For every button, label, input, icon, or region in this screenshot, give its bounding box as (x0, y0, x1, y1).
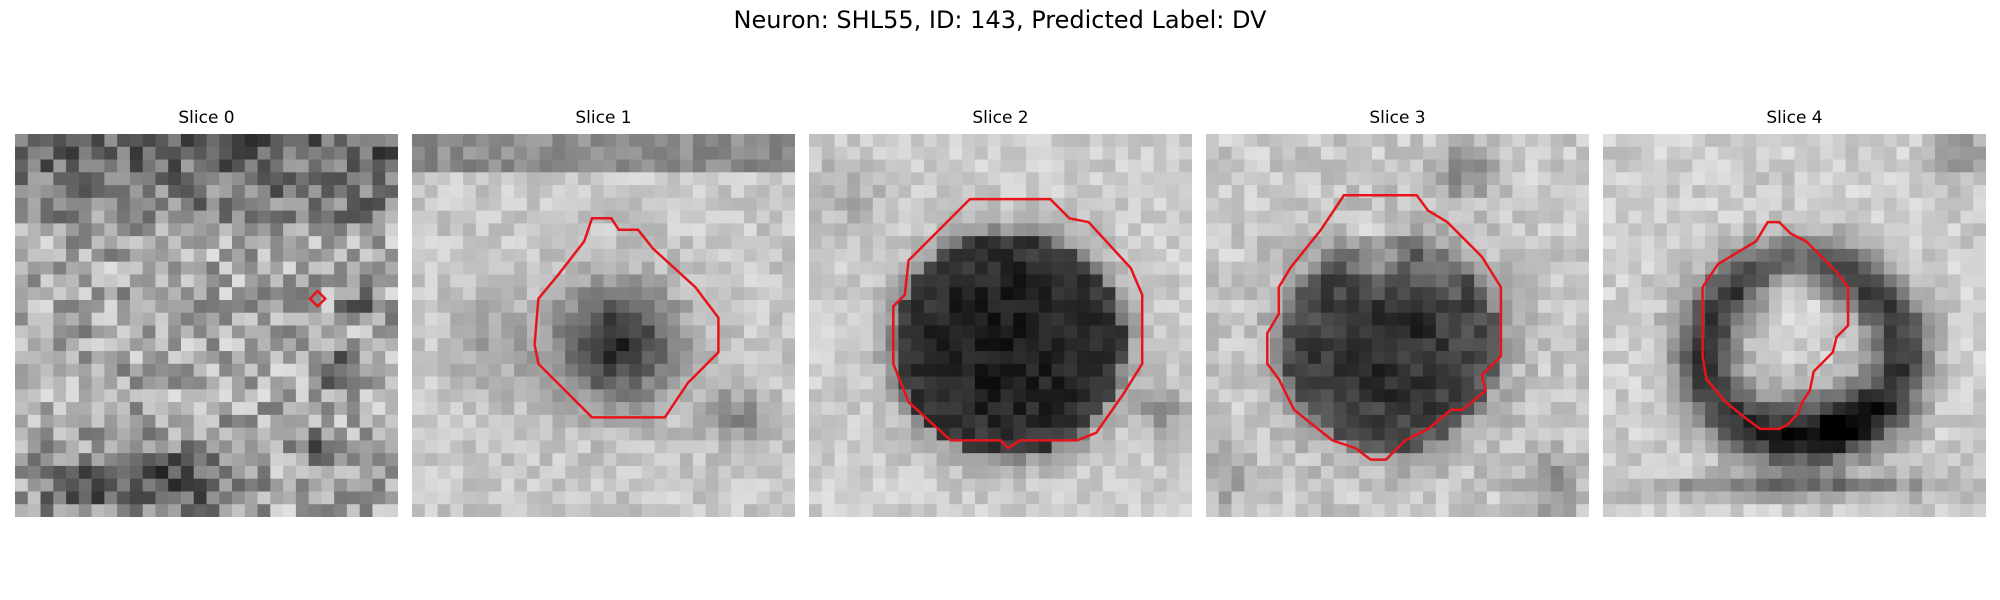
slice-image-2 (809, 134, 1192, 517)
contour-slice-1 (533, 217, 720, 419)
slice-title-0: Slice 0 (178, 108, 235, 128)
slice-image-0 (15, 134, 398, 517)
contour-slice-2 (892, 197, 1144, 450)
slice-title-1: Slice 1 (575, 108, 632, 128)
slice-image-4 (1603, 134, 1986, 517)
slice-image-1 (412, 134, 795, 517)
contour-slice-3 (1266, 194, 1503, 461)
slice-title-3: Slice 3 (1369, 108, 1426, 128)
slice-title-4: Slice 4 (1766, 108, 1823, 128)
contour-slice-0 (308, 289, 327, 309)
contour-slice-4 (1701, 220, 1850, 431)
slice-image-3 (1206, 134, 1589, 517)
figure-title: Neuron: SHL55, ID: 143, Predicted Label:… (733, 6, 1267, 34)
slice-title-2: Slice 2 (972, 108, 1029, 128)
